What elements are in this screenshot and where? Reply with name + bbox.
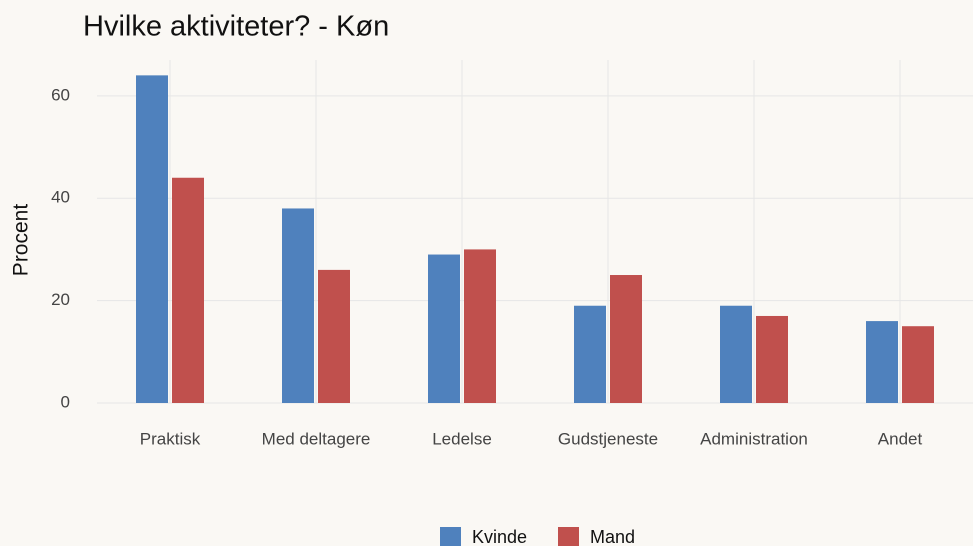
- bar: [574, 305, 606, 403]
- y-axis-title: Procent: [10, 204, 33, 277]
- bar: [318, 269, 350, 403]
- bar: [282, 208, 314, 403]
- y-tick-label: 60: [51, 85, 70, 104]
- y-tick-label: 40: [51, 188, 70, 207]
- bar: [136, 75, 168, 403]
- bar: [610, 275, 642, 403]
- bar: [428, 254, 460, 403]
- legend-swatch: [558, 527, 579, 546]
- bar: [866, 321, 898, 403]
- bar: [464, 249, 496, 403]
- x-tick-label: Praktisk: [140, 429, 201, 448]
- legend-label: Kvinde: [472, 527, 527, 546]
- bar: [172, 177, 204, 403]
- legend-swatch: [440, 527, 461, 546]
- bar: [720, 305, 752, 403]
- bar: [902, 326, 934, 403]
- legend-label: Mand: [590, 527, 635, 546]
- x-tick-label: Med deltagere: [262, 429, 371, 448]
- bar: [756, 315, 788, 403]
- x-tick-label: Andet: [878, 429, 923, 448]
- y-tick-label: 0: [61, 392, 70, 411]
- x-tick-label: Ledelse: [432, 429, 492, 448]
- chart-title: Hvilke aktiviteter? - Køn: [83, 11, 389, 43]
- x-tick-label: Administration: [700, 429, 808, 448]
- y-tick-label: 20: [51, 290, 70, 309]
- x-tick-label: Gudstjeneste: [558, 429, 658, 448]
